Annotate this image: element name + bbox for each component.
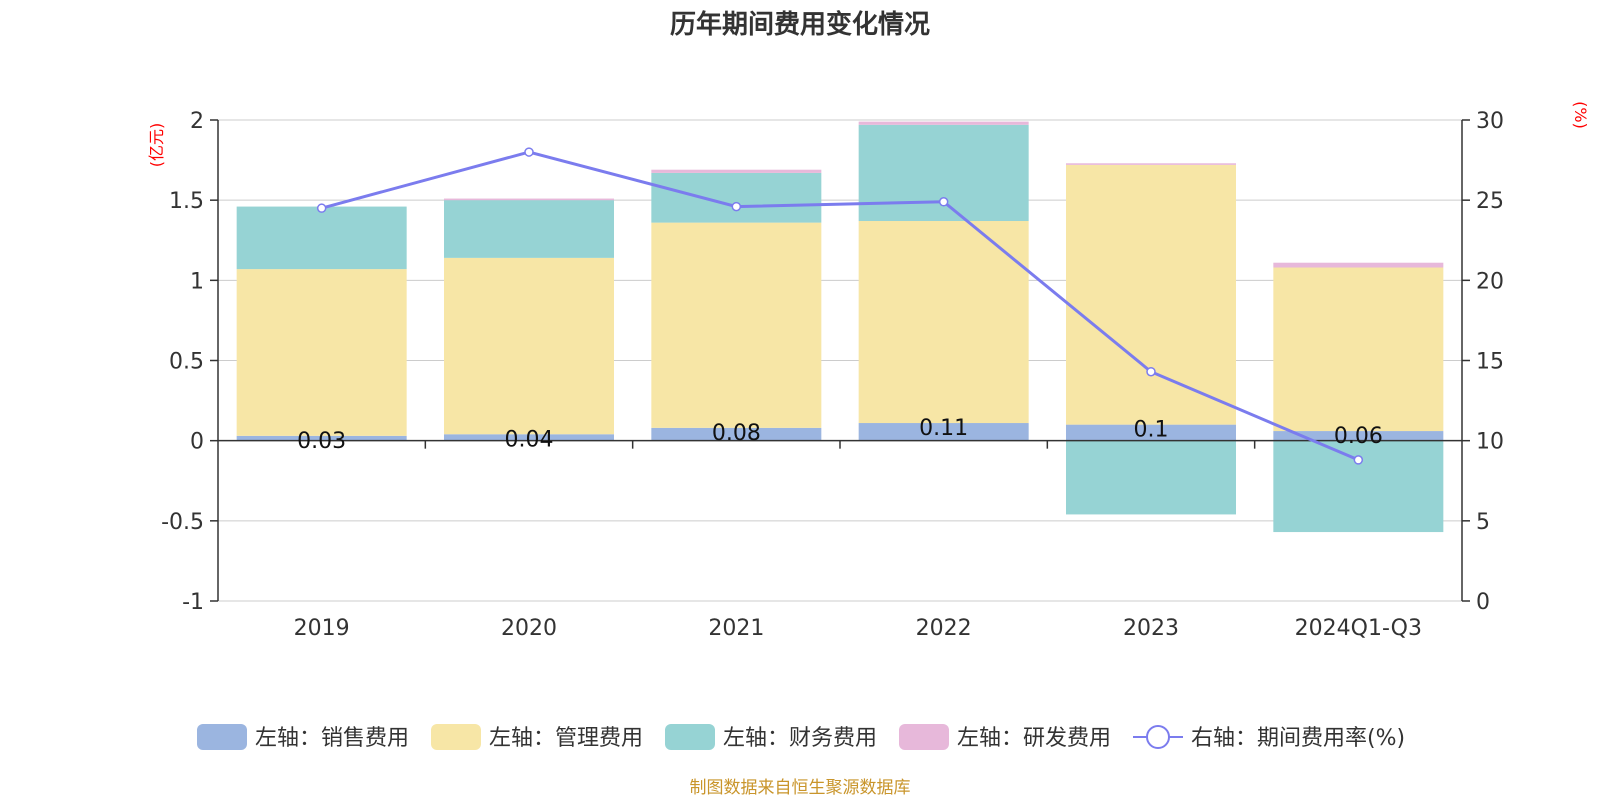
bar-segment	[1066, 163, 1236, 165]
x-tick-label: 2023	[1123, 616, 1179, 641]
right-tick-label: 10	[1476, 430, 1504, 455]
rate-line-path	[321, 150, 1359, 462]
right-tick-label: 20	[1476, 269, 1504, 294]
left-tick-label: -0.5	[161, 510, 204, 535]
right-tick-label: 0	[1476, 590, 1490, 615]
left-tick-label: 1.5	[169, 189, 204, 214]
legend-swatch	[899, 724, 949, 750]
bar-segment	[1273, 431, 1444, 441]
x-tick-label: 2024Q1-Q3	[1295, 616, 1422, 641]
right-axis-unit: (%)	[1571, 101, 1590, 129]
data-label: 0.06	[1334, 424, 1383, 449]
rate-point	[524, 147, 534, 157]
x-tick-label: 2020	[501, 616, 557, 641]
legend: 左轴：销售费用 左轴：管理费用 左轴：财务费用 左轴：研发费用 右轴：期间费用率(%)	[197, 724, 1405, 751]
source-note: 制图数据来自恒生聚源数据库	[690, 778, 911, 798]
right-tick-label: 30	[1476, 109, 1504, 134]
data-label: 0.03	[297, 429, 346, 454]
legend-label[interactable]: 右轴：期间费用率(%)	[1191, 726, 1405, 751]
rate-point	[1353, 455, 1364, 465]
bar-segment	[236, 269, 407, 436]
legend-swatch	[665, 724, 715, 750]
left-axis-unit: (亿元)	[147, 123, 166, 168]
legend-swatch	[197, 724, 247, 750]
legend-swatch	[431, 724, 481, 750]
left-tick-label: 2	[190, 109, 204, 134]
x-tick-label: 2022	[916, 616, 972, 641]
data-labels: 0.03 0.04 0.08 0.11 0.1 0.06	[297, 416, 1383, 454]
data-label: 0.08	[712, 421, 761, 446]
left-tick-label: -1	[182, 590, 204, 615]
left-tick-label: 0.5	[169, 350, 204, 375]
bar-segment	[651, 172, 822, 223]
data-label: 0.11	[919, 416, 968, 441]
rate-point	[731, 201, 742, 212]
left-tick-label: 0	[190, 430, 204, 455]
rate-point	[938, 197, 949, 207]
x-tick-label: 2021	[708, 616, 764, 641]
chart-title: 历年期间费用变化情况	[670, 9, 930, 40]
legend-label[interactable]: 左轴：研发费用	[957, 726, 1111, 751]
rate-point	[1146, 366, 1156, 377]
bar-segment	[1273, 440, 1444, 533]
bar-layer	[236, 121, 1444, 533]
bar-segment	[444, 434, 614, 441]
legend-label[interactable]: 左轴：管理费用	[489, 726, 643, 751]
right-tick-label: 5	[1476, 510, 1490, 535]
bar-segment	[1273, 262, 1444, 268]
legend-label[interactable]: 左轴：销售费用	[255, 726, 409, 751]
bar-segment	[1066, 164, 1236, 425]
bar-segment	[1066, 424, 1236, 441]
bar-segment	[858, 124, 1029, 222]
bar-segment	[236, 435, 407, 441]
bar-segment	[858, 221, 1029, 424]
data-label: 0.04	[505, 427, 554, 452]
bar-segment	[236, 206, 407, 270]
bar-segment	[651, 169, 822, 173]
bar-segment	[1273, 267, 1444, 432]
bar-segment	[858, 121, 1029, 125]
bar-segment	[651, 222, 822, 428]
legend-label[interactable]: 左轴：财务费用	[723, 726, 877, 751]
bar-segment	[651, 427, 822, 441]
left-tick-label: 1	[190, 269, 204, 294]
right-tick-label: 15	[1476, 350, 1504, 375]
right-tick-label: 25	[1476, 189, 1504, 214]
bar-segment	[444, 200, 614, 258]
bar-segment	[1066, 440, 1236, 515]
legend-marker-icon	[1146, 725, 1170, 749]
bar-segment	[444, 198, 614, 201]
x-tick-label: 2019	[294, 616, 350, 641]
data-label: 0.1	[1134, 418, 1169, 443]
rate-line	[316, 147, 1364, 465]
rate-point	[316, 203, 327, 213]
bar-segment	[444, 257, 614, 435]
bar-segment	[858, 423, 1029, 441]
